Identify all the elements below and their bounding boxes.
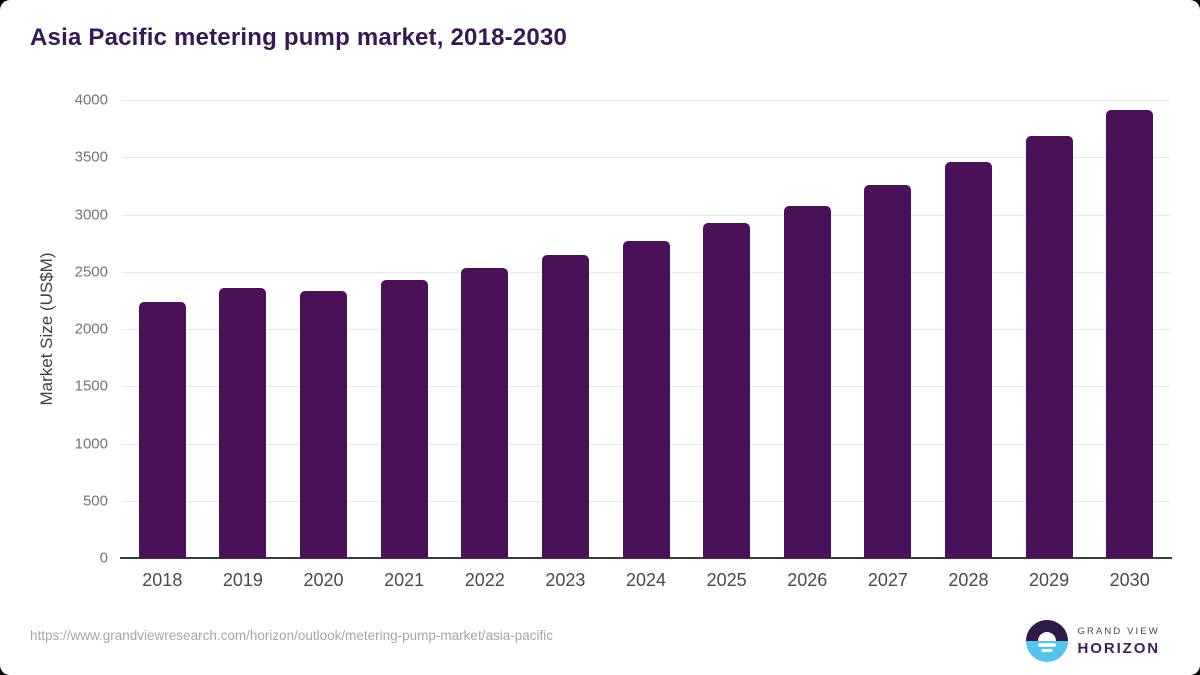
bar-2028[interactable] bbox=[944, 161, 992, 558]
horizon-sun-icon bbox=[1025, 620, 1068, 662]
x-tick-label: 2020 bbox=[303, 570, 344, 590]
y-tick-label: 500 bbox=[82, 492, 108, 510]
brand-name-top: GRAND VIEW bbox=[1077, 625, 1160, 637]
bar-2024[interactable] bbox=[622, 241, 670, 558]
y-tick-label: 2000 bbox=[74, 320, 108, 338]
y-tick-label: 2500 bbox=[74, 263, 108, 281]
x-tick-label: 2026 bbox=[787, 570, 828, 590]
x-tick-label: 2022 bbox=[464, 570, 505, 590]
y-tick-label: 1000 bbox=[74, 435, 108, 452]
gridline bbox=[122, 157, 1170, 159]
x-tick-label: 2021 bbox=[384, 570, 425, 590]
bar-2022[interactable] bbox=[461, 268, 509, 558]
bar-2019[interactable] bbox=[219, 287, 267, 558]
brand-name-bottom: HORIZON bbox=[1077, 639, 1160, 657]
bar-2021[interactable] bbox=[380, 280, 428, 558]
bar-2020[interactable] bbox=[300, 291, 348, 558]
x-tick-label: 2024 bbox=[625, 570, 667, 590]
x-tick-label: 2027 bbox=[867, 570, 908, 590]
x-tick-label: 2018 bbox=[142, 570, 183, 590]
brand-name: GRAND VIEW HORIZON bbox=[1078, 626, 1160, 657]
source-url: https://www.grandviewresearch.com/horizo… bbox=[30, 628, 553, 643]
x-tick-label: 2030 bbox=[1109, 570, 1150, 590]
chart-title: Asia Pacific metering pump market, 2018-… bbox=[30, 24, 568, 51]
x-tick-label: 2019 bbox=[222, 570, 263, 590]
gridline bbox=[122, 100, 1170, 101]
y-tick-label: 0 bbox=[99, 549, 108, 567]
y-tick-label: 4000 bbox=[74, 91, 108, 109]
x-tick-label: 2028 bbox=[948, 570, 989, 590]
bar-2018[interactable] bbox=[138, 301, 186, 558]
gridline bbox=[122, 214, 1170, 216]
y-tick-label: 1500 bbox=[74, 377, 108, 395]
brand-logo: GRAND VIEW HORIZON bbox=[1025, 620, 1160, 662]
bar-2027[interactable] bbox=[864, 184, 912, 558]
x-tick-label: 2029 bbox=[1029, 570, 1070, 590]
bar-2029[interactable] bbox=[1025, 136, 1073, 558]
x-tick-label: 2023 bbox=[545, 570, 586, 590]
y-tick-label: 3000 bbox=[74, 206, 108, 223]
bar-2030[interactable] bbox=[1106, 110, 1154, 558]
y-tick-label: 3500 bbox=[74, 148, 108, 166]
bar-2025[interactable] bbox=[703, 223, 751, 558]
x-axis-line bbox=[120, 557, 1172, 559]
x-tick-label: 2025 bbox=[706, 570, 747, 590]
bar-2026[interactable] bbox=[783, 205, 831, 558]
bar-2023[interactable] bbox=[541, 254, 589, 558]
